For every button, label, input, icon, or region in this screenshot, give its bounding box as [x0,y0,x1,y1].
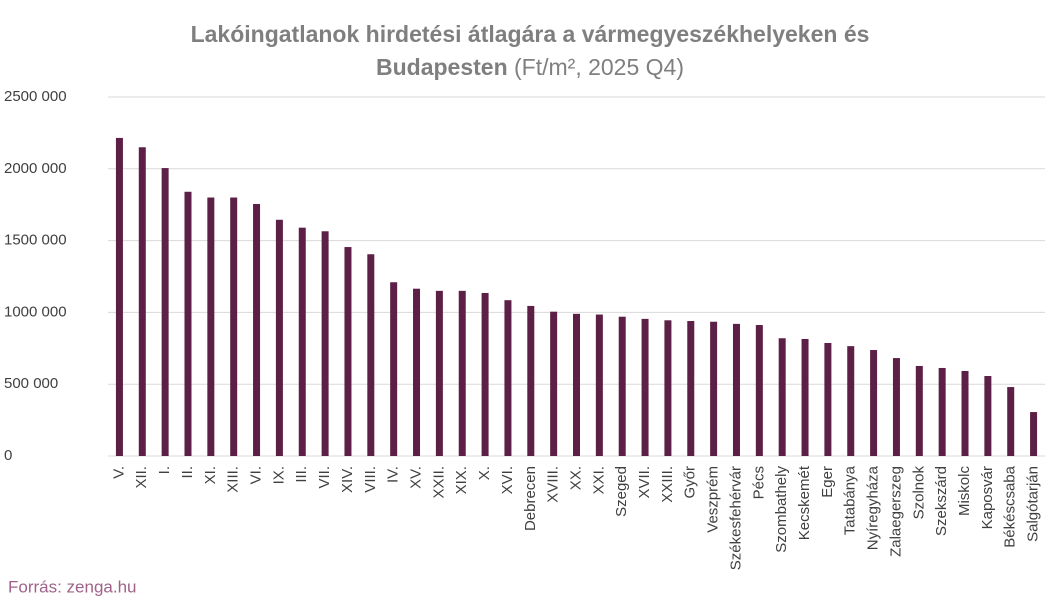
bar [892,358,900,456]
bar [641,318,649,456]
chart-subtitle: (Ft/m², 2025 Q4) [514,54,684,80]
bar [664,320,672,456]
bar [275,219,283,456]
bar [115,137,123,456]
bar [938,367,946,456]
bar [573,313,580,456]
bar [550,311,558,456]
chart-title: Lakóingatlanok hirdetési átlagára a várm… [191,21,870,47]
bar [230,197,238,456]
x-tick-label: XI. [202,466,219,484]
bar [184,191,192,456]
bar [801,338,809,456]
x-tick-label: XVII. [636,466,653,499]
bar [161,168,169,456]
bar [253,203,261,456]
bar [870,350,878,456]
x-tick-label: Győr [682,466,699,499]
bar [984,376,992,456]
bar [527,305,535,456]
x-tick-label: Szekszárd [933,466,950,536]
y-tick-label: 2500 000 [4,88,67,105]
bar [755,325,763,456]
y-tick-label: 1500 000 [4,232,67,249]
x-tick-label: Eger [819,466,836,498]
x-tick-label: XXI. [590,466,607,494]
x-tick-label: VII. [316,466,333,489]
x-tick-label: I. [156,466,173,474]
x-tick-label: Pécs [750,466,767,499]
x-tick-label: Nyíregyháza [865,465,882,550]
x-tick-label: XIV. [339,466,356,493]
x-tick-label: VI. [248,466,265,484]
x-tick-label: Kaposvár [979,466,996,529]
x-tick-label: IV. [385,466,402,483]
bar [1030,412,1038,456]
bar [710,321,718,456]
y-tick-label: 0 [4,447,12,464]
bar [390,282,398,456]
x-tick-label: II. [179,466,196,479]
x-tick-label: IX. [270,466,287,484]
x-tick-label: Debrecen [522,466,539,531]
x-tick-label: V. [110,466,127,479]
bar [732,323,740,456]
bar [344,247,352,456]
x-tick-label: Szeged [613,466,630,517]
x-tick-label: XVIII. [545,466,562,503]
x-tick-label: XVI. [499,466,516,494]
bar [687,321,695,456]
chart-title-line: Budapesten (Ft/m², 2025 Q4) [376,54,684,80]
bar [207,197,215,456]
x-tick-label: III. [293,466,310,483]
x-tick-label: Veszprém [705,466,722,533]
y-tick-label: 1000 000 [4,303,67,320]
y-tick-label: 2000 000 [4,160,67,177]
bar [138,147,146,456]
bar [458,290,466,456]
x-tick-label: Kecskemét [796,465,813,540]
bar [504,300,512,456]
bar [367,254,375,456]
x-tick-label: XV. [407,466,424,489]
bar [413,288,421,456]
chart-title: Budapesten [376,54,508,80]
x-tick-label: Székesfehérvár [727,466,744,570]
source: Forrás: zenga.hu [8,577,137,596]
x-tick-label: XII. [133,466,150,489]
x-tick-label: XXIII. [659,466,676,503]
x-tick-label: Szombathely [773,466,790,553]
bar [481,293,489,456]
x-tick-label: Zalaegerszeg [887,466,904,557]
x-tick-label: XIII. [225,466,242,493]
bar [435,290,443,456]
bar [847,346,855,456]
x-tick-label: Szolnok [910,466,927,520]
bar [961,370,969,456]
x-tick-label: VIII. [362,466,379,493]
bar [778,338,786,456]
x-tick-label: Tatabánya [842,465,859,535]
x-tick-label: X. [476,466,493,480]
bar [298,227,306,456]
x-tick-label: Békéscsaba [1002,465,1019,547]
bar [595,314,603,456]
x-tick-label: Miskolc [956,466,973,517]
x-tick-label: Salgótarján [1025,466,1042,542]
bar [1007,387,1015,456]
bar [824,342,832,456]
y-tick-label: 500 000 [4,375,58,392]
bar [321,231,329,456]
x-tick-label: XX. [567,466,584,490]
x-tick-label: XXII. [430,466,447,499]
bar [618,316,626,456]
x-tick-label: XIX. [453,466,470,494]
bar [915,365,923,456]
